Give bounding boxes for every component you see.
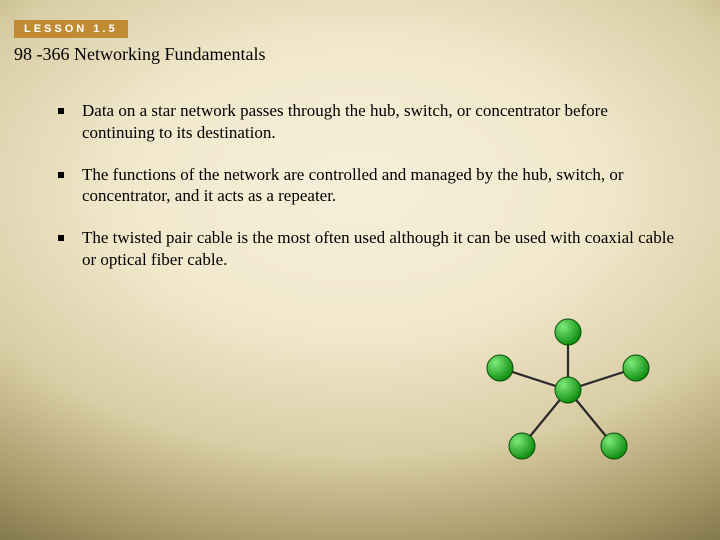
nodes (487, 319, 649, 459)
course-title: 98 -366 Networking Fundamentals (14, 44, 265, 65)
list-item: The functions of the network are control… (58, 164, 680, 208)
bullet-icon (58, 172, 64, 178)
lesson-tag: LESSON 1.5 (14, 20, 128, 38)
bullet-icon (58, 108, 64, 114)
spoke-node (601, 433, 627, 459)
bullet-text: The functions of the network are control… (82, 164, 680, 208)
spoke-node (555, 319, 581, 345)
star-topology-diagram (478, 318, 658, 468)
spoke-node (509, 433, 535, 459)
list-item: Data on a star network passes through th… (58, 100, 680, 144)
spoke-node (623, 355, 649, 381)
spoke-node (487, 355, 513, 381)
list-item: The twisted pair cable is the most often… (58, 227, 680, 271)
bullet-text: Data on a star network passes through th… (82, 100, 680, 144)
bullet-list: Data on a star network passes through th… (58, 100, 680, 291)
slide: LESSON 1.5 98 -366 Networking Fundamenta… (0, 0, 720, 540)
bullet-text: The twisted pair cable is the most often… (82, 227, 680, 271)
bullet-icon (58, 235, 64, 241)
hub-node (555, 377, 581, 403)
